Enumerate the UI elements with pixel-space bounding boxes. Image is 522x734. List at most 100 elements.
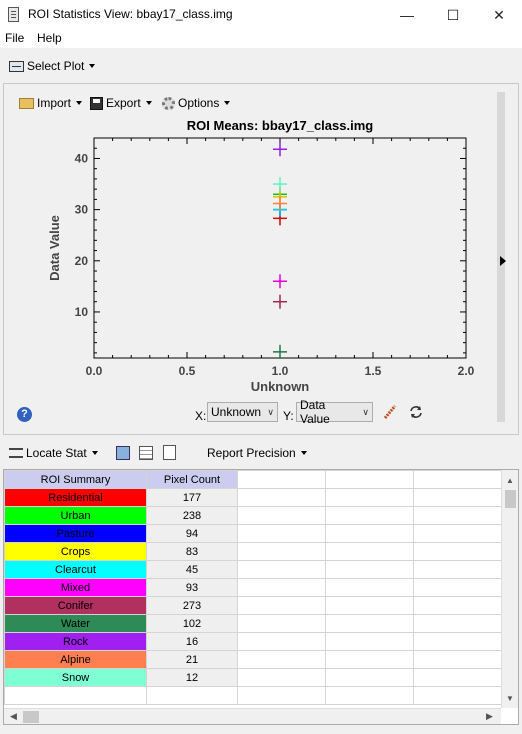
pixel-count-cell[interactable]: 45 (146, 560, 238, 579)
empty-cell[interactable] (413, 578, 504, 597)
pixel-count-cell[interactable]: 238 (146, 506, 238, 525)
table-row[interactable]: Pasture 94 (4, 524, 504, 543)
pixel-count-cell[interactable]: 273 (146, 596, 238, 615)
roi-name-cell[interactable]: Residential (4, 488, 147, 507)
pixel-count-cell[interactable]: 83 (146, 542, 238, 561)
close-icon[interactable]: ✕ (493, 6, 505, 23)
scroll-thumb[interactable] (505, 490, 516, 508)
y-axis-select[interactable]: Data Value ∨ (296, 398, 373, 426)
empty-cell[interactable] (325, 506, 414, 525)
empty-cell[interactable] (413, 524, 504, 543)
empty-cell[interactable] (237, 668, 326, 687)
empty-cell[interactable] (325, 578, 414, 597)
empty-cell[interactable] (237, 524, 326, 543)
empty-cell[interactable] (325, 632, 414, 651)
roi-name-cell[interactable]: Rock (4, 632, 147, 651)
table-row[interactable]: Urban 238 (4, 506, 504, 525)
pixel-count-cell[interactable]: 93 (146, 578, 238, 597)
roi-name-cell[interactable]: Urban (4, 506, 147, 525)
x-axis-select[interactable]: Unknown ∨ (207, 402, 278, 422)
copy-icon[interactable] (163, 445, 176, 460)
table-vertical-scrollbar[interactable]: ▲ ▼ (501, 470, 518, 708)
empty-cell[interactable] (237, 614, 326, 633)
empty-cell[interactable] (325, 686, 414, 705)
menu-help[interactable]: Help (37, 31, 62, 45)
empty-cell[interactable] (325, 488, 414, 507)
table-row[interactable]: Conifer 273 (4, 596, 504, 615)
scroll-up-icon[interactable]: ▲ (506, 476, 514, 485)
roi-name-cell[interactable]: Conifer (4, 596, 147, 615)
roi-name-cell[interactable]: Water (4, 614, 147, 633)
table-row[interactable]: Clearcut 45 (4, 560, 504, 579)
roi-means-chart[interactable]: ROI Means: bbay17_class.img Unknown Data V… (4, 84, 518, 434)
scroll-down-icon[interactable]: ▼ (506, 694, 514, 703)
header-pixel-count[interactable]: Pixel Count (146, 470, 238, 489)
empty-cell[interactable] (237, 686, 326, 705)
pixel-count-cell[interactable]: 177 (146, 488, 238, 507)
scroll-right-icon[interactable]: ▶ (486, 711, 493, 721)
empty-cell[interactable] (325, 650, 414, 669)
empty-cell[interactable] (325, 524, 414, 543)
empty-cell[interactable] (413, 488, 504, 507)
minimize-icon[interactable]: — (400, 7, 414, 23)
empty-cell[interactable] (237, 596, 326, 615)
table-row[interactable]: Snow 12 (4, 668, 504, 687)
empty-cell[interactable] (237, 488, 326, 507)
refresh-icon[interactable] (409, 405, 423, 419)
pixel-count-cell[interactable]: 12 (146, 668, 238, 687)
roi-name-cell[interactable]: Alpine (4, 650, 147, 669)
empty-cell[interactable] (325, 560, 414, 579)
scroll-thumb[interactable] (23, 711, 39, 723)
table-row[interactable]: Water 102 (4, 614, 504, 633)
empty-cell[interactable] (4, 686, 147, 705)
report-precision-button[interactable]: Report Precision (207, 446, 307, 460)
empty-cell[interactable] (237, 506, 326, 525)
empty-cell[interactable] (413, 542, 504, 561)
locate-stat-button[interactable]: Locate Stat (9, 446, 98, 460)
empty-cell[interactable] (413, 596, 504, 615)
roi-name-cell[interactable]: Clearcut (4, 560, 147, 579)
empty-cell[interactable] (146, 686, 238, 705)
pixel-count-cell[interactable]: 94 (146, 524, 238, 543)
empty-cell[interactable] (413, 650, 504, 669)
empty-cell[interactable] (413, 614, 504, 633)
options-button[interactable]: Options (162, 96, 231, 110)
empty-cell[interactable] (325, 668, 414, 687)
roi-name-cell[interactable]: Mixed (4, 578, 147, 597)
table-row[interactable]: Alpine 21 (4, 650, 504, 669)
empty-cell[interactable] (237, 578, 326, 597)
menu-file[interactable]: File (5, 31, 25, 45)
roi-name-cell[interactable]: Snow (4, 668, 147, 687)
empty-cell[interactable] (237, 560, 326, 579)
empty-cell[interactable] (325, 542, 414, 561)
table-row[interactable]: Crops 83 (4, 542, 504, 561)
empty-cell[interactable] (237, 542, 326, 561)
empty-cell[interactable] (413, 506, 504, 525)
empty-cell[interactable] (413, 686, 504, 705)
empty-cell[interactable] (413, 560, 504, 579)
table-row[interactable] (4, 686, 504, 705)
table-row[interactable]: Rock 16 (4, 632, 504, 651)
table-row[interactable]: Residential 177 (4, 488, 504, 507)
select-plot-button[interactable]: Select Plot (9, 59, 96, 73)
maximize-icon[interactable]: ☐ (446, 6, 460, 23)
empty-cell[interactable] (413, 668, 504, 687)
pixel-count-cell[interactable]: 102 (146, 614, 238, 633)
help-icon[interactable]: ? (17, 407, 32, 422)
table-row[interactable]: Mixed 93 (4, 578, 504, 597)
empty-cell[interactable] (413, 632, 504, 651)
empty-cell[interactable] (325, 596, 414, 615)
single-view-icon[interactable] (116, 446, 130, 460)
pixel-count-cell[interactable]: 16 (146, 632, 238, 651)
export-button[interactable]: Export (90, 96, 152, 110)
scroll-left-icon[interactable]: ◀ (10, 711, 17, 721)
empty-cell[interactable] (237, 650, 326, 669)
header-roi-summary[interactable]: ROI Summary (4, 470, 147, 489)
table-horizontal-scrollbar[interactable]: ◀ ▶ (4, 708, 501, 724)
table-view-icon[interactable] (139, 446, 153, 460)
line-style-icon[interactable] (383, 405, 397, 419)
empty-cell[interactable] (325, 614, 414, 633)
pixel-count-cell[interactable]: 21 (146, 650, 238, 669)
collapse-arrow-icon[interactable] (500, 256, 506, 266)
roi-name-cell[interactable]: Pasture (4, 524, 147, 543)
